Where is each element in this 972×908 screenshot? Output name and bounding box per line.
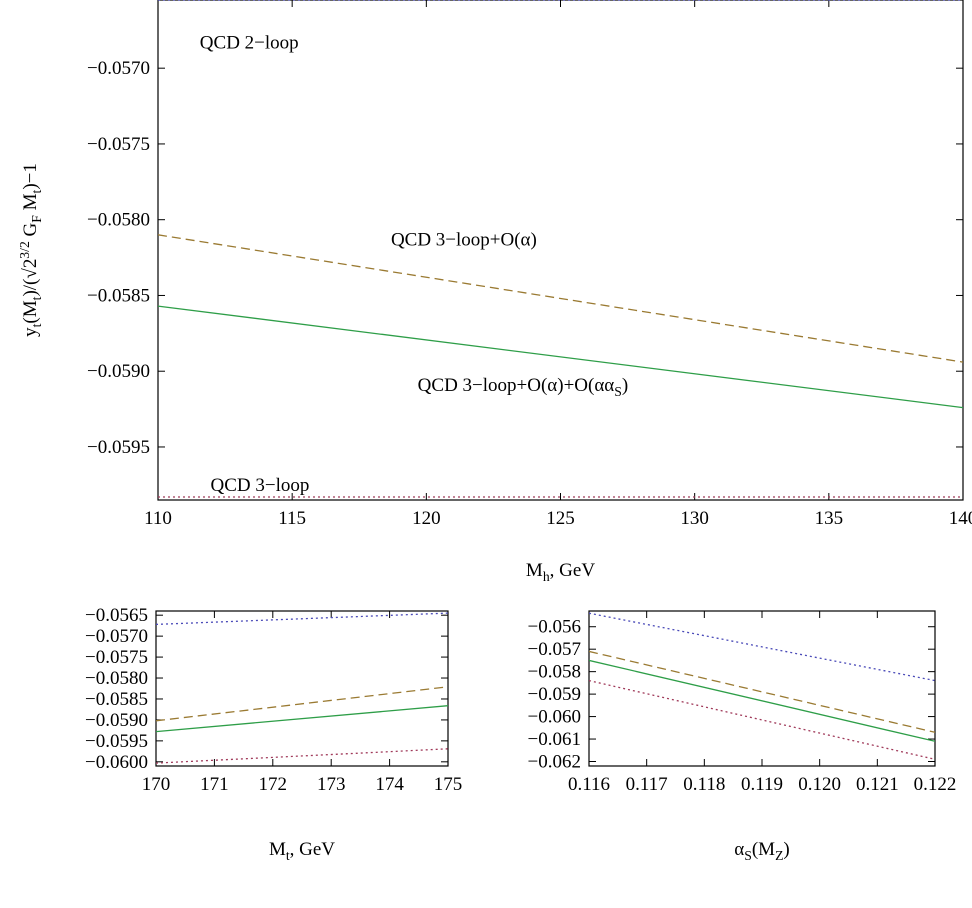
x-tick-label: 0.116 xyxy=(568,774,610,795)
y-tick-label: −0.0595 xyxy=(85,731,148,752)
y-tick-label: −0.0595 xyxy=(87,437,150,458)
x-tick-label: 0.120 xyxy=(798,774,841,795)
x-tick-label: 170 xyxy=(142,774,171,795)
y-tick-label: −0.058 xyxy=(528,662,581,683)
series-line-2 xyxy=(158,234,963,363)
x-tick-label: 120 xyxy=(412,508,441,529)
sub-chart-alphas: 0.116 0.117 0.118 0.119 0.120 0.121 0.122 −0.05… xyxy=(528,610,957,863)
series-annotation: QCD 3−loop xyxy=(211,475,310,496)
x-axis-label: Mh, GeV xyxy=(526,560,595,584)
sub-chart-mt: 170 171 172 173 174 175−0.0565−0.0570−0.0575−… xyxy=(85,605,462,863)
y-tick-label: −0.0575 xyxy=(85,647,148,668)
x-tick-label: 0.119 xyxy=(741,774,783,795)
series-line-3 xyxy=(156,705,448,733)
y-tick-label: −0.061 xyxy=(528,729,581,750)
series-line-3 xyxy=(158,305,963,409)
y-tick-label: −0.060 xyxy=(528,707,581,728)
x-tick-label: 171 xyxy=(200,774,229,795)
series-annotation: QCD 3−loop+O(α)+O(ααS) xyxy=(418,375,629,399)
main-chart-mh: 110 115 120 125 130 135 140 −0.0570 −0.0575 −0.05… xyxy=(17,0,972,584)
y-tick-label: −0.0580 xyxy=(87,210,150,231)
y-tick-label: −0.0590 xyxy=(87,361,150,382)
y-tick-label: −0.0590 xyxy=(85,710,148,731)
y-tick-label: −0.0600 xyxy=(85,752,148,773)
y-axis-label: yt(Mt)/(√23/2 GF Mt)−1 xyxy=(17,163,44,337)
x-tick-label: 115 xyxy=(278,508,306,529)
x-tick-label: 175 xyxy=(434,774,463,795)
y-tick-label: −0.0570 xyxy=(85,626,148,647)
x-tick-label: 140 xyxy=(949,508,972,529)
x-axis-label: Mt, GeV xyxy=(269,839,335,863)
series-annotation: QCD 2−loop xyxy=(200,32,299,53)
y-tick-label: −0.056 xyxy=(528,617,581,638)
x-axis-label: αS(MZ) xyxy=(734,839,790,863)
x-tick-label: 135 xyxy=(815,508,844,529)
x-tick-label: 0.118 xyxy=(683,774,725,795)
y-tick-label: −0.0580 xyxy=(85,668,148,689)
series-line-1 xyxy=(589,612,935,682)
plot-frame xyxy=(588,610,936,767)
series-line-2 xyxy=(589,650,935,733)
x-tick-label: 125 xyxy=(546,508,575,529)
series-line-4 xyxy=(156,748,448,764)
plot-frame xyxy=(157,0,964,501)
series-line-2 xyxy=(156,686,448,722)
x-tick-label: 173 xyxy=(317,774,346,795)
x-tick-label: 174 xyxy=(375,774,404,795)
x-tick-label: 0.117 xyxy=(626,774,668,795)
y-tick-label: −0.0585 xyxy=(87,285,150,306)
y-tick-label: −0.0565 xyxy=(85,605,148,626)
y-tick-label: −0.0575 xyxy=(87,134,150,155)
series-line-4 xyxy=(589,679,935,760)
series-annotation: QCD 3−loop+O(α) xyxy=(391,229,537,250)
y-tick-label: −0.062 xyxy=(528,752,581,773)
x-tick-label: 130 xyxy=(680,508,709,529)
y-tick-label: −0.0570 xyxy=(87,58,150,79)
x-tick-label: 172 xyxy=(259,774,288,795)
y-tick-label: −0.0585 xyxy=(85,689,148,710)
x-tick-label: 0.121 xyxy=(856,774,899,795)
series-line-1 xyxy=(156,612,448,626)
y-tick-label: −0.057 xyxy=(528,639,581,660)
y-tick-label: −0.059 xyxy=(528,684,581,705)
plot-frame xyxy=(155,610,449,767)
series-line-3 xyxy=(589,659,935,742)
x-tick-label: 110 xyxy=(144,508,172,529)
x-tick-label: 0.122 xyxy=(914,774,957,795)
